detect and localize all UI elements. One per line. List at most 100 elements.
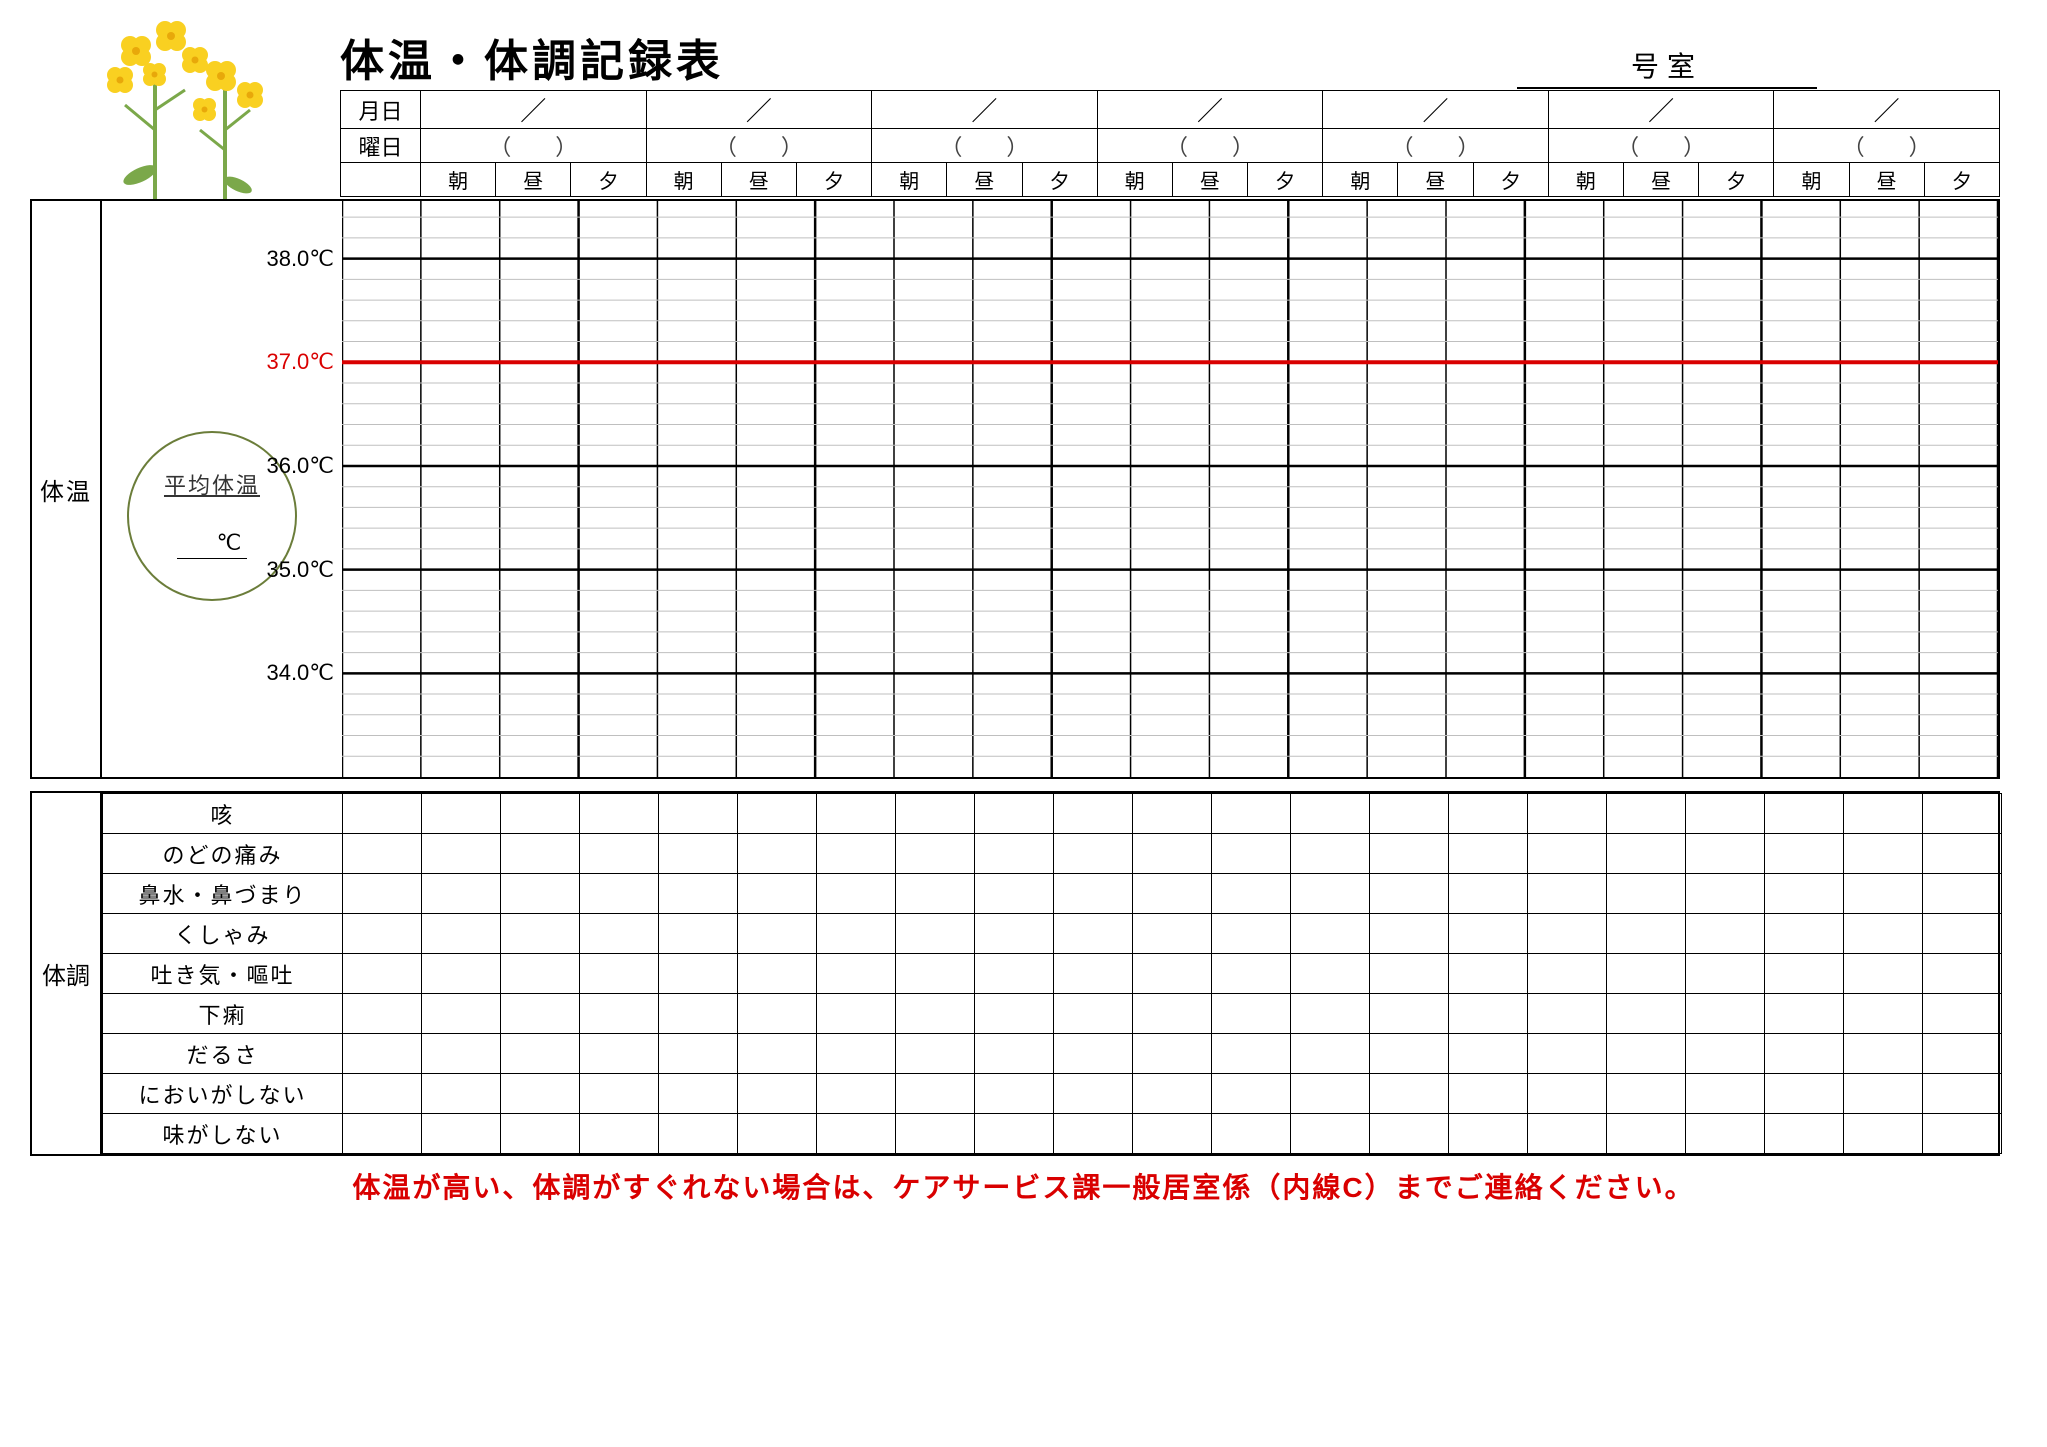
symptom-cell[interactable] [1054,1114,1133,1154]
symptom-cell[interactable] [343,914,422,954]
symptom-cell[interactable] [1370,1034,1449,1074]
symptom-cell[interactable] [1054,874,1133,914]
symptom-cell[interactable] [817,914,896,954]
symptom-cell[interactable] [422,794,501,834]
symptom-cell[interactable] [1449,954,1528,994]
symptom-cell[interactable] [1607,1114,1686,1154]
symptom-cell[interactable] [1607,1034,1686,1074]
symptom-cell[interactable] [1291,794,1370,834]
symptom-cell[interactable] [1370,954,1449,994]
symptom-cell[interactable] [1291,1074,1370,1114]
date-cell[interactable]: ／ [421,91,647,129]
symptom-cell[interactable] [817,994,896,1034]
symptom-cell[interactable] [580,994,659,1034]
symptom-cell[interactable] [501,874,580,914]
symptom-cell[interactable] [738,1034,817,1074]
symptom-cell[interactable] [1291,914,1370,954]
symptom-cell[interactable] [1528,1114,1607,1154]
symptom-cell[interactable] [422,1114,501,1154]
symptom-cell[interactable] [1370,914,1449,954]
symptom-cell[interactable] [659,834,738,874]
symptom-cell[interactable] [1765,1114,1844,1154]
symptom-cell[interactable] [975,874,1054,914]
symptom-cell[interactable] [1686,794,1765,834]
symptom-cell[interactable] [1212,914,1291,954]
symptom-cell[interactable] [1054,954,1133,994]
symptom-cell[interactable] [896,994,975,1034]
symptom-cell[interactable] [1686,1114,1765,1154]
symptom-cell[interactable] [975,1114,1054,1154]
weekday-cell[interactable]: （ ） [1548,129,1774,163]
symptom-cell[interactable] [1291,1114,1370,1154]
symptom-cell[interactable] [1765,994,1844,1034]
symptom-cell[interactable] [1765,1034,1844,1074]
symptom-cell[interactable] [738,1074,817,1114]
symptom-cell[interactable] [1607,1074,1686,1114]
symptom-cell[interactable] [422,994,501,1034]
symptom-cell[interactable] [817,1074,896,1114]
weekday-cell[interactable]: （ ） [1774,129,2000,163]
weekday-cell[interactable]: （ ） [872,129,1098,163]
symptom-cell[interactable] [1923,1074,2002,1114]
symptom-cell[interactable] [738,794,817,834]
symptom-cell[interactable] [1133,874,1212,914]
weekday-cell[interactable]: （ ） [646,129,872,163]
symptom-cell[interactable] [1133,1114,1212,1154]
symptom-cell[interactable] [1607,874,1686,914]
symptom-cell[interactable] [1607,994,1686,1034]
symptom-cell[interactable] [343,1114,422,1154]
symptom-cell[interactable] [1923,794,2002,834]
symptom-cell[interactable] [738,994,817,1034]
symptom-cell[interactable] [975,834,1054,874]
symptom-cell[interactable] [501,1074,580,1114]
symptom-cell[interactable] [1528,834,1607,874]
symptom-cell[interactable] [896,1114,975,1154]
date-cell[interactable]: ／ [1548,91,1774,129]
symptom-cell[interactable] [817,794,896,834]
symptom-cell[interactable] [1370,1074,1449,1114]
symptom-cell[interactable] [1607,954,1686,994]
symptom-cell[interactable] [501,1034,580,1074]
symptom-cell[interactable] [343,994,422,1034]
symptom-cell[interactable] [659,914,738,954]
symptom-cell[interactable] [580,1034,659,1074]
symptom-cell[interactable] [1212,834,1291,874]
avg-temp-value[interactable]: ℃ [177,530,248,559]
symptom-cell[interactable] [1054,1074,1133,1114]
symptom-cell[interactable] [1370,994,1449,1034]
symptom-cell[interactable] [1054,1034,1133,1074]
symptom-cell[interactable] [1686,914,1765,954]
symptom-cell[interactable] [343,954,422,994]
symptom-cell[interactable] [422,834,501,874]
symptom-cell[interactable] [1212,874,1291,914]
symptom-cell[interactable] [738,954,817,994]
symptom-cell[interactable] [1528,1074,1607,1114]
symptom-cell[interactable] [1449,1074,1528,1114]
symptom-cell[interactable] [1291,954,1370,994]
symptom-cell[interactable] [1844,1034,1923,1074]
symptom-cell[interactable] [659,874,738,914]
symptom-cell[interactable] [817,874,896,914]
symptom-cell[interactable] [896,1074,975,1114]
symptom-cell[interactable] [1528,874,1607,914]
symptom-cell[interactable] [1212,1114,1291,1154]
date-cell[interactable]: ／ [1097,91,1323,129]
symptom-cell[interactable] [1844,1074,1923,1114]
symptom-cell[interactable] [1765,954,1844,994]
symptom-cell[interactable] [343,834,422,874]
symptom-cell[interactable] [1212,1074,1291,1114]
symptom-cell[interactable] [501,954,580,994]
symptom-cell[interactable] [1133,1074,1212,1114]
symptom-cell[interactable] [343,794,422,834]
symptom-cell[interactable] [738,834,817,874]
symptom-cell[interactable] [896,914,975,954]
symptom-cell[interactable] [1212,994,1291,1034]
symptom-cell[interactable] [1528,914,1607,954]
date-cell[interactable]: ／ [872,91,1098,129]
symptom-cell[interactable] [738,874,817,914]
symptom-cell[interactable] [1844,834,1923,874]
symptom-cell[interactable] [1923,914,2002,954]
symptom-cell[interactable] [1133,954,1212,994]
symptom-cell[interactable] [501,994,580,1034]
symptom-cell[interactable] [580,794,659,834]
